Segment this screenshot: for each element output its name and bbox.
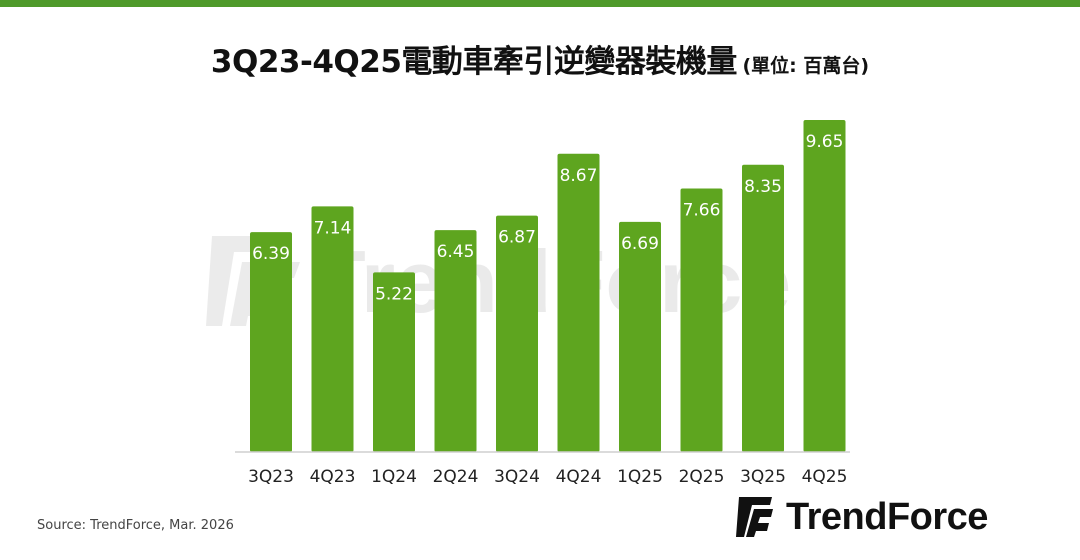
- bar: [311, 206, 354, 452]
- bar: [803, 120, 846, 452]
- bar-value-label: 6.39: [252, 244, 290, 264]
- bar-value-label: 9.65: [806, 132, 844, 152]
- bar-value-label: 6.87: [498, 228, 536, 248]
- x-tick-label: 4Q25: [802, 467, 848, 487]
- x-tick-label: 1Q24: [371, 467, 417, 487]
- source-note: Source: TrendForce, Mar. 2026: [37, 518, 234, 533]
- chart-title: 3Q23-4Q25電動車牽引逆變器裝機量 (單位: 百萬台): [0, 36, 1080, 81]
- bar-value-label: 6.69: [621, 234, 659, 254]
- bar-chart: TrendForce 6.397.145.226.456.878.676.697…: [206, 120, 850, 487]
- bar: [434, 230, 477, 452]
- bar-value-label: 8.35: [744, 177, 782, 197]
- x-tick-label: 4Q23: [310, 467, 356, 487]
- x-tick-label: 3Q25: [740, 467, 786, 487]
- trendforce-logo-icon: [736, 497, 773, 537]
- bar-value-label: 7.14: [314, 218, 352, 238]
- x-tick-label: 2Q24: [433, 467, 479, 487]
- bar: [373, 272, 415, 452]
- x-tick-label: 3Q23: [248, 467, 294, 487]
- x-tick-label: 4Q24: [556, 467, 602, 487]
- chart-title-main: 3Q23-4Q25電動車牽引逆變器裝機量: [210, 44, 738, 80]
- trendforce-logo-text: TrendForce: [786, 495, 988, 538]
- bar: [250, 232, 292, 452]
- bar-value-label: 5.22: [375, 284, 413, 304]
- bars-group: 6.39 7.14 5.22 6.45 6.87 8.67 6.69 7.66 8.35 9.65: [250, 120, 846, 452]
- bar: [680, 188, 723, 452]
- x-tick-label: 1Q25: [617, 467, 663, 487]
- x-tick-label: 3Q24: [494, 467, 540, 487]
- chart-title-unit: (單位: 百萬台): [742, 55, 870, 77]
- bar-value-label: 7.66: [683, 200, 721, 220]
- bar: [557, 153, 600, 452]
- bar-value-label: 6.45: [437, 242, 475, 262]
- top-accent-bar: [0, 0, 1080, 7]
- bar: [619, 221, 661, 452]
- bar: [742, 164, 784, 452]
- bar-value-label: 8.67: [560, 166, 598, 186]
- trendforce-logo: TrendForce: [736, 492, 988, 542]
- x-tick-label: 2Q25: [679, 467, 725, 487]
- bar: [496, 215, 538, 452]
- x-tick-labels: 3Q23 4Q23 1Q24 2Q24 3Q24 4Q24 1Q25 2Q25 3Q25 4Q25: [248, 467, 847, 487]
